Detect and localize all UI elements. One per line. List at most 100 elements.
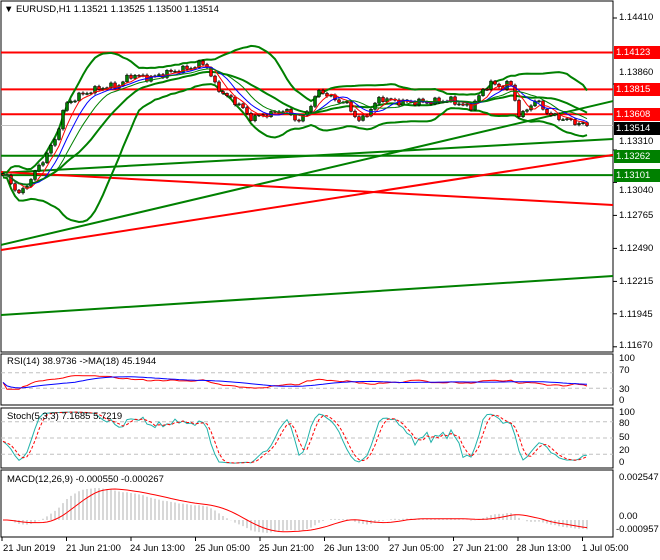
candle bbox=[477, 95, 481, 102]
stoch-tick: 0 bbox=[619, 457, 625, 468]
rsi-ma-line bbox=[2, 376, 588, 389]
ohlc-label: 1.13521 1.13525 1.13500 1.13514 bbox=[73, 4, 219, 15]
candle bbox=[309, 106, 313, 112]
candle bbox=[197, 60, 201, 68]
candle bbox=[489, 80, 493, 90]
candle bbox=[301, 114, 305, 122]
trend-line bbox=[0, 153, 614, 251]
main-panel-frame bbox=[0, 0, 614, 353]
candle bbox=[481, 89, 485, 96]
rsi-tick: 30 bbox=[619, 384, 630, 395]
candle bbox=[521, 111, 525, 117]
candle bbox=[225, 93, 229, 96]
stoch-signal-line bbox=[2, 411, 588, 464]
candle bbox=[85, 93, 89, 95]
indicator-panel-frame bbox=[0, 353, 614, 406]
chart-title: ▼ EURUSD,H1 1.13521 1.13525 1.13500 1.13… bbox=[4, 4, 219, 15]
candle bbox=[57, 128, 61, 140]
candle bbox=[377, 97, 381, 104]
candle bbox=[33, 170, 37, 180]
candle bbox=[69, 101, 73, 103]
candle bbox=[381, 97, 385, 102]
candle bbox=[305, 111, 309, 116]
candle bbox=[133, 75, 137, 79]
candle bbox=[229, 95, 233, 98]
candle bbox=[93, 86, 97, 94]
candle bbox=[241, 103, 245, 108]
candle bbox=[577, 123, 581, 125]
candle bbox=[213, 75, 217, 83]
price-label: 1.13101 bbox=[614, 169, 660, 183]
candle bbox=[157, 74, 161, 77]
triangle-down-icon[interactable]: ▼ bbox=[4, 4, 14, 15]
symbol-label: EURUSD,H1 bbox=[16, 4, 71, 15]
candle bbox=[549, 112, 553, 116]
candle bbox=[201, 60, 205, 65]
candle bbox=[185, 65, 189, 70]
candle bbox=[561, 119, 565, 121]
candle bbox=[469, 103, 473, 111]
price-label: 1.14123 bbox=[614, 46, 660, 60]
candle bbox=[345, 101, 349, 104]
time-tick: 25 Jun 21:00 bbox=[259, 543, 314, 554]
candle bbox=[165, 70, 169, 78]
time-tick: 26 Jun 13:00 bbox=[324, 543, 379, 554]
candle bbox=[53, 139, 57, 146]
time-tick: 24 Jun 13:00 bbox=[130, 543, 185, 554]
rsi-tick: 100 bbox=[619, 353, 635, 364]
price-tick: 1.12215 bbox=[619, 276, 654, 287]
candle bbox=[353, 110, 357, 117]
candle bbox=[337, 99, 341, 103]
macd-tick: 0.00 bbox=[619, 511, 638, 522]
time-tick: 21 Jun 21:00 bbox=[66, 543, 121, 554]
candle bbox=[513, 84, 517, 101]
candle bbox=[149, 75, 153, 82]
candle bbox=[97, 86, 101, 90]
price-tick: 1.14410 bbox=[619, 12, 654, 23]
macd-signal-line bbox=[3, 488, 588, 533]
price-tick: 1.12765 bbox=[619, 210, 654, 221]
candle bbox=[81, 92, 85, 95]
candle bbox=[61, 110, 65, 130]
candle bbox=[313, 96, 317, 107]
candle bbox=[49, 144, 53, 154]
candle bbox=[237, 103, 241, 106]
trend-line bbox=[0, 100, 614, 246]
candle bbox=[497, 83, 501, 87]
trend-line bbox=[0, 137, 614, 174]
candle bbox=[545, 108, 549, 114]
candle bbox=[29, 179, 33, 187]
trend-line bbox=[0, 275, 614, 316]
price-tick: 1.13310 bbox=[619, 136, 654, 147]
candle bbox=[169, 70, 173, 72]
indicator-panel-frame bbox=[0, 469, 614, 538]
candle bbox=[581, 122, 585, 124]
candle bbox=[109, 82, 113, 88]
candle bbox=[233, 96, 237, 105]
candle bbox=[509, 81, 513, 86]
candle bbox=[493, 80, 497, 85]
candle bbox=[41, 162, 45, 166]
candle bbox=[321, 90, 325, 94]
candle bbox=[517, 100, 521, 117]
candle bbox=[37, 164, 41, 172]
stoch-main-line bbox=[2, 411, 588, 464]
candle bbox=[373, 102, 377, 110]
stoch-tick: 80 bbox=[619, 418, 630, 429]
price-tick: 1.11670 bbox=[619, 340, 653, 351]
candle bbox=[137, 75, 141, 77]
bollinger-lower bbox=[2, 83, 588, 224]
price-tick: 1.13860 bbox=[619, 67, 654, 78]
candle bbox=[349, 101, 353, 112]
ma-slow bbox=[2, 68, 588, 186]
price-label: 1.13608 bbox=[614, 108, 660, 122]
rsi-line bbox=[2, 375, 588, 390]
candle bbox=[457, 103, 461, 106]
time-tick: 1 Jul 05:00 bbox=[582, 543, 629, 554]
rsi-label: RSI(14) 38.9736 ->MA(18) 45.1944 bbox=[7, 356, 157, 367]
candle bbox=[45, 152, 49, 163]
candle bbox=[101, 88, 105, 90]
rsi-tick: 70 bbox=[619, 365, 630, 376]
